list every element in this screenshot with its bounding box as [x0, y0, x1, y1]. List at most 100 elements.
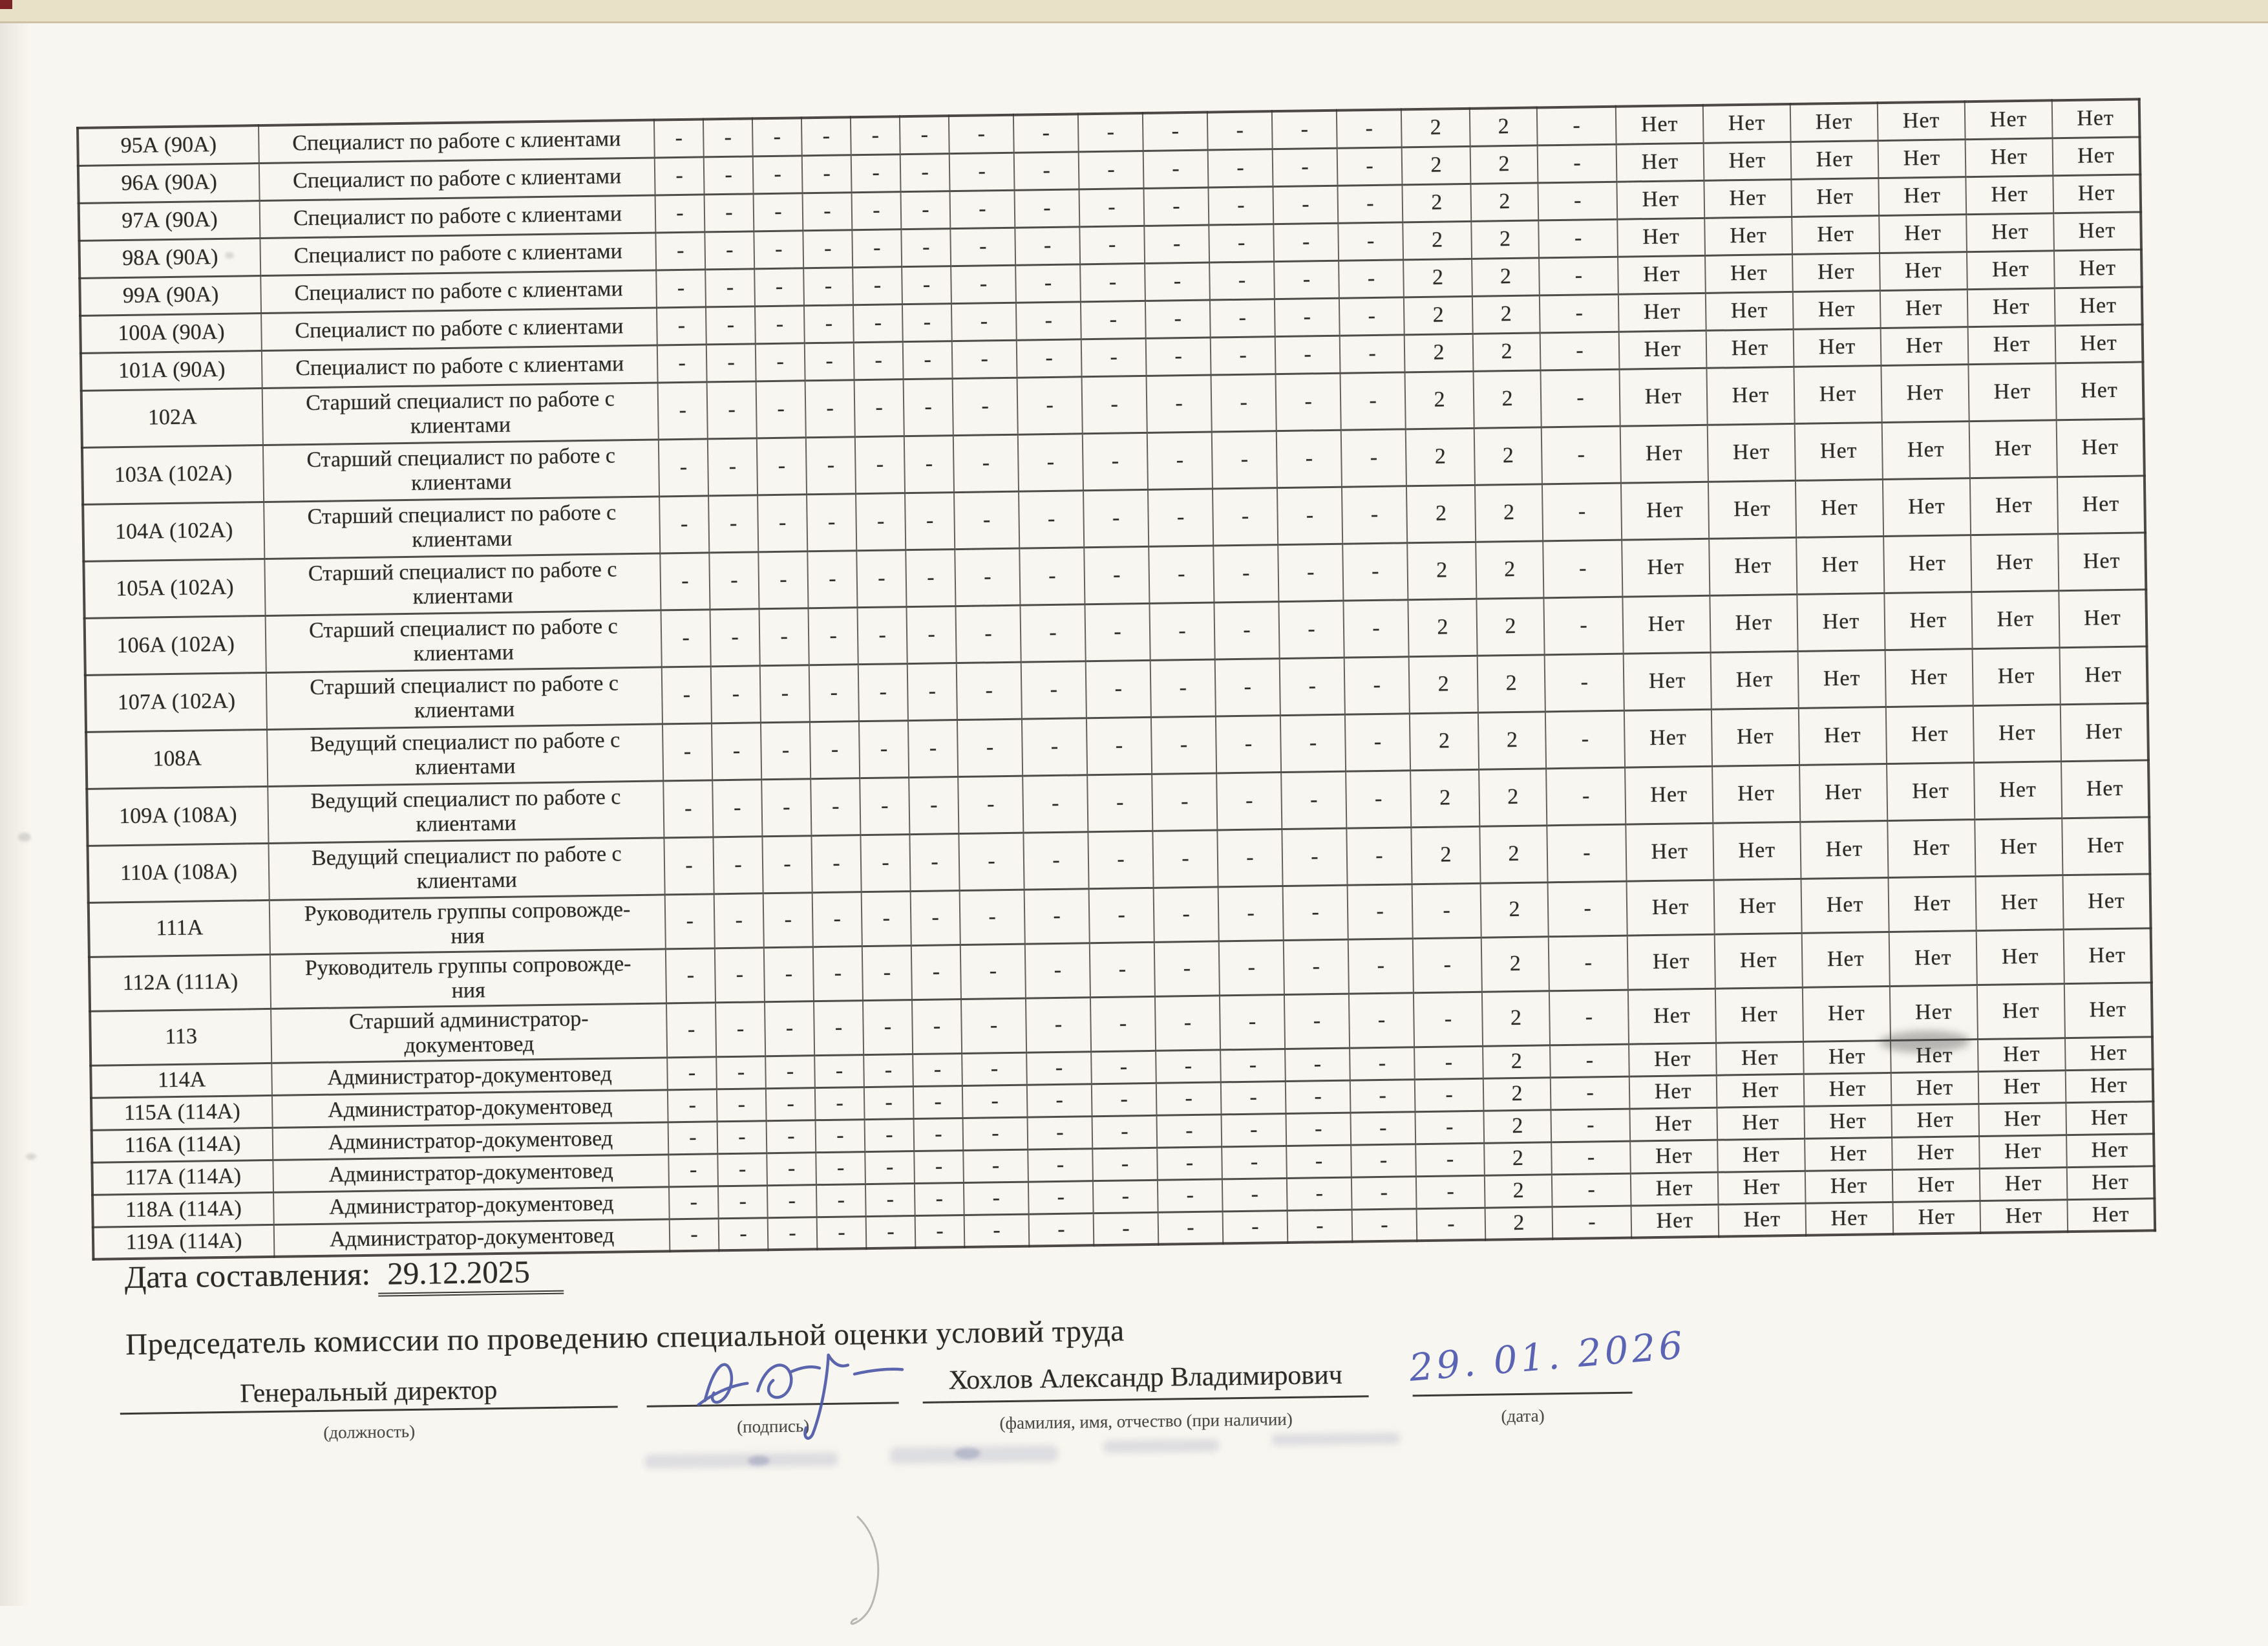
- workplace-number-cell: 101А (90А): [80, 350, 262, 390]
- value-cell: -: [1020, 604, 1086, 662]
- value-cell: -: [1537, 144, 1617, 183]
- value-cell: -: [1275, 372, 1341, 431]
- value-cell: -: [816, 1216, 867, 1250]
- value-cell: -: [803, 305, 854, 343]
- value-cell: -: [1547, 881, 1627, 937]
- value-cell: -: [909, 776, 959, 835]
- value-cell: -: [667, 1056, 717, 1090]
- bleed-through-artifact: [644, 1451, 839, 1469]
- value-cell: -: [1347, 884, 1413, 939]
- value-cell: Нет: [1892, 1168, 1980, 1202]
- value-cell: -: [1025, 997, 1092, 1053]
- value-cell: Нет: [1615, 105, 1704, 144]
- value-cell: Нет: [1966, 175, 2054, 215]
- value-cell: -: [1214, 658, 1280, 716]
- value-cell: -: [1286, 1112, 1351, 1146]
- value-cell: 2: [1479, 825, 1548, 883]
- value-cell: -: [911, 999, 962, 1054]
- value-cell: -: [706, 381, 757, 439]
- value-cell: -: [801, 155, 852, 193]
- value-cell: -: [1283, 939, 1349, 995]
- value-cell: Нет: [1975, 818, 2063, 877]
- value-cell: -: [763, 892, 813, 948]
- workplace-number-cell: 100А (90А): [80, 313, 262, 353]
- value-cell: -: [766, 1120, 816, 1153]
- value-cell: -: [854, 379, 904, 437]
- value-cell: -: [754, 230, 804, 269]
- value-cell: -: [811, 778, 861, 836]
- value-cell: Нет: [1792, 290, 1881, 329]
- value-cell: 2: [1479, 768, 1547, 826]
- value-cell: -: [963, 1181, 1029, 1215]
- job-title-cell: Специалист по работе с клиентами: [259, 120, 655, 164]
- value-cell: Нет: [1629, 1042, 1717, 1076]
- value-cell: -: [1207, 149, 1273, 187]
- name-caption: (фамилия, имя, отчество (при наличии): [999, 1409, 1293, 1433]
- value-cell: -: [1092, 1147, 1158, 1181]
- value-cell: -: [759, 608, 809, 666]
- value-cell: Нет: [1969, 476, 2059, 535]
- value-cell: -: [1338, 222, 1404, 261]
- value-cell: -: [752, 118, 802, 156]
- value-cell: -: [1284, 993, 1350, 1049]
- value-cell: -: [1348, 938, 1414, 994]
- value-cell: -: [950, 227, 1016, 266]
- value-cell: -: [803, 267, 853, 306]
- value-cell: Нет: [1887, 762, 1975, 820]
- value-cell: -: [1415, 1110, 1485, 1144]
- value-cell: -: [1272, 147, 1338, 187]
- value-cell: -: [814, 1087, 865, 1120]
- value-cell: -: [962, 1117, 1028, 1150]
- scanned-page-content: 95А (90А) Специалист по работе с клиентам…: [76, 97, 2203, 1625]
- value-cell: -: [904, 435, 955, 493]
- value-cell: -: [1219, 994, 1286, 1050]
- workplace-number-cell: 106А (102А): [84, 615, 266, 675]
- workplace-number-cell: 99А (90А): [79, 275, 262, 315]
- value-cell: -: [1092, 1115, 1158, 1149]
- scan-top-edge-strip: [0, 0, 2268, 23]
- value-cell: Нет: [1882, 478, 1971, 537]
- value-cell: -: [808, 607, 858, 665]
- value-cell: -: [1281, 771, 1347, 829]
- value-cell: Нет: [1616, 180, 1705, 219]
- value-cell: -: [1342, 542, 1408, 601]
- value-cell: -: [659, 495, 710, 553]
- value-cell: Нет: [1620, 481, 1710, 540]
- value-cell: -: [1218, 940, 1284, 996]
- value-cell: 2: [1472, 332, 1541, 371]
- value-cell: -: [1028, 1213, 1094, 1246]
- value-cell: -: [655, 231, 706, 270]
- value-cell: -: [951, 302, 1017, 341]
- job-title-cell: Администратор-документовед: [273, 1154, 669, 1192]
- value-cell: Нет: [1891, 1071, 1979, 1105]
- value-cell: 2: [1401, 108, 1470, 147]
- value-cell: Нет: [1714, 932, 1803, 989]
- value-cell: -: [1017, 376, 1083, 434]
- value-cell: -: [668, 1121, 718, 1155]
- value-cell: -: [1143, 149, 1209, 188]
- value-cell: -: [906, 606, 957, 664]
- value-cell: -: [660, 552, 710, 610]
- value-cell: -: [705, 306, 756, 345]
- value-cell: Нет: [1803, 1072, 1892, 1106]
- value-cell: Нет: [1704, 178, 1792, 218]
- value-cell: -: [851, 154, 901, 193]
- value-cell: -: [1549, 989, 1629, 1045]
- value-cell: -: [1078, 150, 1144, 189]
- value-cell: -: [759, 665, 810, 723]
- value-cell: -: [1023, 831, 1089, 890]
- job-title-cell: Старший администратор- документовед: [271, 1003, 668, 1063]
- value-cell: -: [1088, 830, 1154, 889]
- value-cell: -: [1222, 1178, 1288, 1212]
- value-cell: Нет: [1703, 141, 1792, 180]
- value-cell: 2: [1402, 183, 1472, 222]
- value-cell: -: [951, 339, 1017, 379]
- value-cell: 2: [1485, 1206, 1553, 1240]
- value-cell: -: [811, 835, 862, 893]
- value-cell: -: [1274, 260, 1339, 299]
- value-cell: -: [948, 114, 1014, 154]
- value-cell: -: [914, 1182, 964, 1216]
- value-cell: Нет: [1625, 765, 1713, 824]
- value-cell: -: [1089, 941, 1155, 998]
- value-cell: -: [1415, 1142, 1485, 1177]
